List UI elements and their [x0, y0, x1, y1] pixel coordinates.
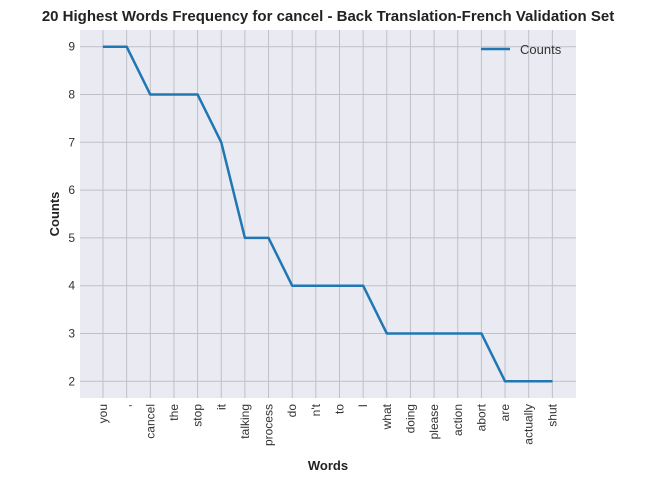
- x-tick-label: doing: [403, 404, 417, 433]
- y-axis-label: Counts: [47, 192, 62, 237]
- data-point: [480, 332, 482, 334]
- data-point: [528, 380, 530, 382]
- x-tick-labels: you, cancel the stop it talking process do n't to…: [96, 403, 559, 446]
- x-tick-label: process: [262, 404, 276, 446]
- x-tick-label: it: [214, 403, 228, 410]
- y-tick-label: 6: [68, 183, 75, 197]
- y-tick-label: 5: [68, 231, 75, 245]
- data-point: [386, 332, 388, 334]
- y-tick-label: 8: [68, 88, 75, 102]
- x-tick-label: stop: [191, 404, 205, 427]
- y-tick-label: 9: [68, 40, 75, 54]
- y-tick-label: 7: [68, 135, 75, 149]
- data-point: [433, 332, 435, 334]
- y-tick-label: 3: [68, 326, 75, 340]
- data-point: [268, 237, 270, 239]
- x-tick-label: shut: [545, 403, 559, 426]
- x-tick-label: what: [380, 403, 394, 430]
- legend-label: Counts: [520, 42, 562, 57]
- data-point: [173, 94, 175, 96]
- data-point: [457, 332, 459, 334]
- chart-title: 20 Highest Words Frequency for cancel - …: [42, 8, 614, 25]
- x-tick-label: actually: [522, 404, 536, 445]
- data-point: [504, 380, 506, 382]
- x-tick-label: I: [356, 404, 370, 407]
- data-point: [102, 46, 104, 48]
- legend: Counts: [481, 42, 562, 57]
- x-tick-label: the: [167, 404, 181, 421]
- data-point: [220, 141, 222, 143]
- data-point: [126, 46, 128, 48]
- series-lines: [102, 45, 553, 383]
- x-tick-label: do: [285, 404, 299, 418]
- x-tick-label: are: [498, 404, 512, 422]
- grid-lines: [80, 30, 576, 398]
- series-line: [103, 45, 553, 383]
- x-tick-label: ,: [120, 404, 134, 407]
- data-point: [409, 332, 411, 334]
- x-tick-label: to: [333, 404, 347, 414]
- x-tick-label: cancel: [143, 404, 157, 439]
- data-point: [551, 380, 553, 382]
- data-point: [197, 94, 199, 96]
- x-axis-label: Words: [308, 458, 348, 473]
- x-tick-label: you: [96, 404, 110, 423]
- x-tick-label: action: [451, 404, 465, 436]
- x-tick-label: abort: [474, 403, 488, 431]
- data-point: [362, 285, 364, 287]
- x-tick-label: please: [427, 404, 441, 440]
- plot-area: [80, 30, 576, 398]
- x-tick-label: talking: [238, 404, 252, 439]
- y-tick-label: 4: [68, 279, 75, 293]
- y-tick-labels: 2 3 4 5 6 7 8 9: [68, 40, 75, 389]
- data-point: [315, 285, 317, 287]
- data-point: [149, 94, 151, 96]
- x-tick-label: n't: [309, 403, 323, 416]
- y-tick-label: 2: [68, 374, 75, 388]
- data-point: [244, 237, 246, 239]
- data-point: [291, 285, 293, 287]
- data-point: [339, 285, 340, 287]
